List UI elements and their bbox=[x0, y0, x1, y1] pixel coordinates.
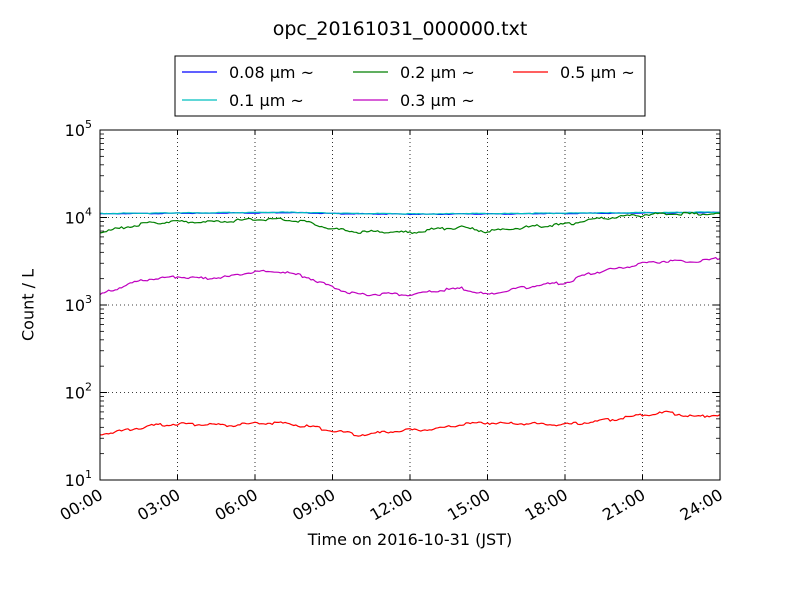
series-line-4 bbox=[99, 410, 721, 437]
y-tick-label: 102 bbox=[65, 381, 92, 403]
legend-label-2: 0.2 μm ~ bbox=[400, 63, 475, 82]
x-tick-label: 03:00 bbox=[134, 485, 183, 525]
x-tick-label: 15:00 bbox=[444, 485, 493, 525]
x-tick-label: 24:00 bbox=[677, 485, 726, 525]
y-tick-label: 101 bbox=[65, 468, 92, 490]
chart-title: opc_20161031_000000.txt bbox=[272, 18, 528, 40]
x-tick-label: 09:00 bbox=[289, 485, 338, 525]
y-tick-label: 103 bbox=[65, 293, 92, 315]
legend-label-3: 0.3 μm ~ bbox=[400, 91, 475, 110]
legend-box bbox=[174, 55, 646, 117]
x-tick-label: 21:00 bbox=[599, 485, 648, 525]
series-line-1 bbox=[99, 211, 721, 215]
x-axis-label: Time on 2016-10-31 (JST) bbox=[307, 530, 513, 549]
x-tick-label: 18:00 bbox=[522, 485, 571, 525]
y-tick-label: 105 bbox=[65, 118, 92, 140]
series-line-3 bbox=[99, 257, 721, 297]
x-tick-label: 00:00 bbox=[57, 485, 106, 525]
y-tick-label: 104 bbox=[65, 206, 92, 228]
legend-label-1: 0.1 μm ~ bbox=[229, 91, 304, 110]
legend-label-0: 0.08 μm ~ bbox=[229, 63, 314, 82]
x-tick-label: 06:00 bbox=[212, 485, 261, 525]
x-tick-label: 12:00 bbox=[367, 485, 416, 525]
series-line-2 bbox=[99, 211, 721, 235]
legend-label-4: 0.5 μm ~ bbox=[560, 63, 635, 82]
